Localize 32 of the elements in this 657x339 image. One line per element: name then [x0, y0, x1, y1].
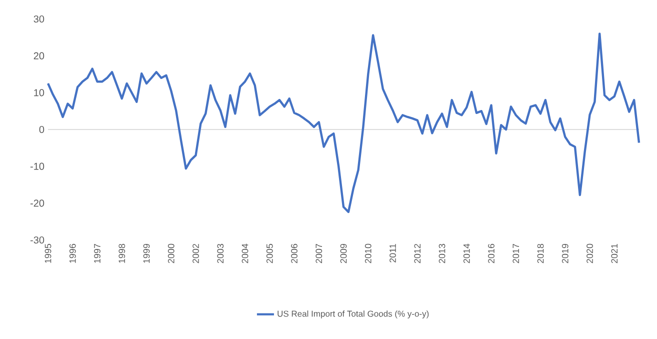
- y-tick-label: -20: [30, 200, 44, 207]
- x-tick-label: 2007: [316, 244, 322, 264]
- y-tick-label: -30: [30, 236, 44, 244]
- x-tick-label: 2018: [537, 244, 544, 264]
- x-tick-label: 2010: [364, 244, 372, 264]
- x-tick-label: 1995: [44, 244, 52, 263]
- y-tick-label: 10: [34, 89, 44, 96]
- y-tick-label: -10: [30, 162, 44, 170]
- x-tick-label: 2009: [340, 244, 347, 264]
- x-tick-label: 1999: [143, 244, 150, 263]
- x-tick-label: 2004: [242, 244, 248, 264]
- x-tick-label: 2005: [266, 244, 273, 264]
- x-tick-label: 2017: [512, 244, 520, 264]
- x-tick-label: 2003: [217, 244, 224, 264]
- x-tick-label: 2019: [562, 244, 568, 264]
- x-tick-label: 2006: [291, 244, 298, 264]
- y-tick-label: 30: [34, 15, 44, 23]
- x-tick-label: 1997: [94, 244, 100, 263]
- x-tick-label: 2014: [463, 244, 470, 264]
- y-tick-label: 0: [39, 126, 44, 134]
- x-tick-label: 2013: [438, 244, 446, 264]
- x-tick-label: 1996: [69, 244, 76, 263]
- legend-label: US Real Import of Total Goods (% y-o-y): [278, 310, 429, 318]
- x-tick-label: 2020: [586, 244, 593, 264]
- x-tick-label: 2016: [488, 244, 494, 264]
- x-tick-label: 2002: [192, 244, 199, 264]
- x-tick-label: 2012: [414, 244, 421, 264]
- x-tick-label: 2011: [390, 244, 396, 262]
- x-tick-label: 1998: [118, 244, 126, 263]
- x-tick-label: 2000: [168, 244, 174, 264]
- x-tick-label: 2021: [611, 244, 618, 264]
- y-tick-label: 20: [34, 52, 44, 60]
